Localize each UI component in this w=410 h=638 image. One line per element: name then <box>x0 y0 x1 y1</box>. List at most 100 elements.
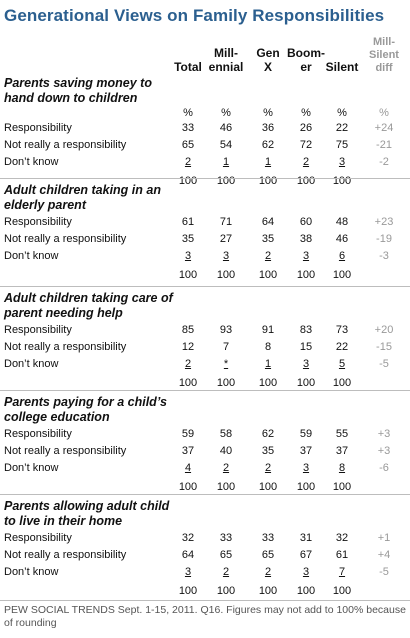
table-row: Responsibility 85 93 91 83 73 +20 <box>0 322 410 338</box>
section-5: Parents allowing adult child to live in … <box>0 499 410 599</box>
diff-cell: -2 <box>379 156 389 168</box>
value-cell: 2 <box>264 462 272 474</box>
value-cell: 3 <box>302 250 310 262</box>
unit-cell: % <box>379 107 389 119</box>
section-divider <box>0 286 410 287</box>
row-label: Don’t know <box>4 156 59 168</box>
value-cell: 33 <box>181 122 195 134</box>
total-cell: 100 <box>216 585 236 597</box>
diff-cell: -5 <box>379 566 389 578</box>
row-label: Don’t know <box>4 566 59 578</box>
diff-cell: +23 <box>374 216 394 228</box>
value-cell: 2 <box>222 462 230 474</box>
section-2: Adult children taking in an elderly pare… <box>0 183 410 283</box>
value-cell: 61 <box>335 549 349 561</box>
value-cell: 35 <box>261 233 275 245</box>
value-cell: 35 <box>181 233 195 245</box>
table-row: Responsibility 33 46 36 26 22 +24 <box>0 120 410 136</box>
question-label: Parents paying for a child’s college edu… <box>4 395 168 424</box>
value-cell: 2 <box>302 156 310 168</box>
footnote: PEW SOCIAL TRENDS Sept. 1-15, 2011. Q16.… <box>4 604 406 629</box>
value-cell: 27 <box>219 233 233 245</box>
unit-cell: % <box>221 107 231 119</box>
total-cell: 100 <box>296 585 316 597</box>
value-cell: 5 <box>338 358 346 370</box>
total-cell: 100 <box>296 481 316 493</box>
table-row: Don’t know 3 3 2 3 6 -3 <box>0 248 410 264</box>
unit-cell: % <box>301 107 311 119</box>
diff-cell: -19 <box>376 233 392 245</box>
value-cell: 54 <box>219 139 233 151</box>
value-cell: 85 <box>181 324 195 336</box>
value-cell: 12 <box>181 341 195 353</box>
table-row: Not really a responsibility 64 65 65 67 61 +4 <box>0 547 410 563</box>
unit-cell: % <box>263 107 273 119</box>
total-cell: 100 <box>216 377 236 389</box>
table-row: Don’t know 2 * 1 3 5 -5 <box>0 356 410 372</box>
value-cell: 36 <box>261 122 275 134</box>
diff-cell: +24 <box>374 122 394 134</box>
question-label: Parents allowing adult child to live in … <box>4 499 170 528</box>
value-cell: 7 <box>338 566 346 578</box>
value-cell: 65 <box>261 549 275 561</box>
diff-cell: +20 <box>374 324 394 336</box>
value-cell: 65 <box>219 549 233 561</box>
value-cell: 2 <box>184 358 192 370</box>
value-cell: 67 <box>299 549 313 561</box>
value-cell: 64 <box>261 216 275 228</box>
value-cell: 4 <box>184 462 192 474</box>
section-4: Parents paying for a child’s college edu… <box>0 395 410 495</box>
value-cell: 1 <box>264 358 272 370</box>
value-cell: 33 <box>219 532 233 544</box>
value-cell: 71 <box>219 216 233 228</box>
total-cell: 100 <box>178 269 198 281</box>
table-row: Responsibility 61 71 64 60 48 +23 <box>0 214 410 230</box>
total-cell: 100 <box>258 377 278 389</box>
value-cell: 62 <box>261 139 275 151</box>
value-cell: 32 <box>181 532 195 544</box>
row-label: Don’t know <box>4 250 59 262</box>
value-cell: 2 <box>264 250 272 262</box>
total-cell: 100 <box>332 269 352 281</box>
value-cell: 22 <box>335 122 349 134</box>
value-cell: 3 <box>184 566 192 578</box>
row-label: Responsibility <box>4 122 72 134</box>
value-cell: 3 <box>338 156 346 168</box>
table-row: Don’t know 3 2 2 3 7 -5 <box>0 564 410 580</box>
value-cell: 59 <box>181 428 195 440</box>
table-row: Responsibility 32 33 33 31 32 +1 <box>0 530 410 546</box>
value-cell: 73 <box>335 324 349 336</box>
total-cell: 100 <box>332 585 352 597</box>
header-boomer: Boom- er <box>287 46 325 74</box>
diff-cell: +3 <box>377 428 391 440</box>
value-cell: 33 <box>261 532 275 544</box>
table-row: Not really a responsibility 37 40 35 37 37 +3 <box>0 443 410 459</box>
question-label: Parents saving money to hand down to chi… <box>4 76 152 105</box>
value-cell: 46 <box>219 122 233 134</box>
total-cell: 100 <box>296 377 316 389</box>
totals-row: 100 100 100 100 100 <box>0 479 410 495</box>
chart-title: Generational Views on Family Responsibil… <box>4 6 385 25</box>
value-cell: 22 <box>335 341 349 353</box>
value-cell: 72 <box>299 139 313 151</box>
value-cell: 31 <box>299 532 313 544</box>
value-cell: 35 <box>261 445 275 457</box>
value-cell: 65 <box>181 139 195 151</box>
total-cell: 100 <box>216 269 236 281</box>
value-cell: 15 <box>299 341 313 353</box>
value-cell: 93 <box>219 324 233 336</box>
row-label: Not really a responsibility <box>4 341 127 353</box>
question-label: Adult children taking in an elderly pare… <box>4 183 161 212</box>
value-cell: 62 <box>261 428 275 440</box>
diff-cell: +4 <box>377 549 391 561</box>
value-cell: 2 <box>184 156 192 168</box>
value-cell: 2 <box>222 566 230 578</box>
totals-row: 100 100 100 100 100 <box>0 267 410 283</box>
value-cell: 75 <box>335 139 349 151</box>
total-cell: 100 <box>258 269 278 281</box>
row-label: Responsibility <box>4 428 72 440</box>
unit-cell: % <box>337 107 347 119</box>
total-cell: 100 <box>178 377 198 389</box>
value-cell: 60 <box>299 216 313 228</box>
total-cell: 100 <box>258 585 278 597</box>
